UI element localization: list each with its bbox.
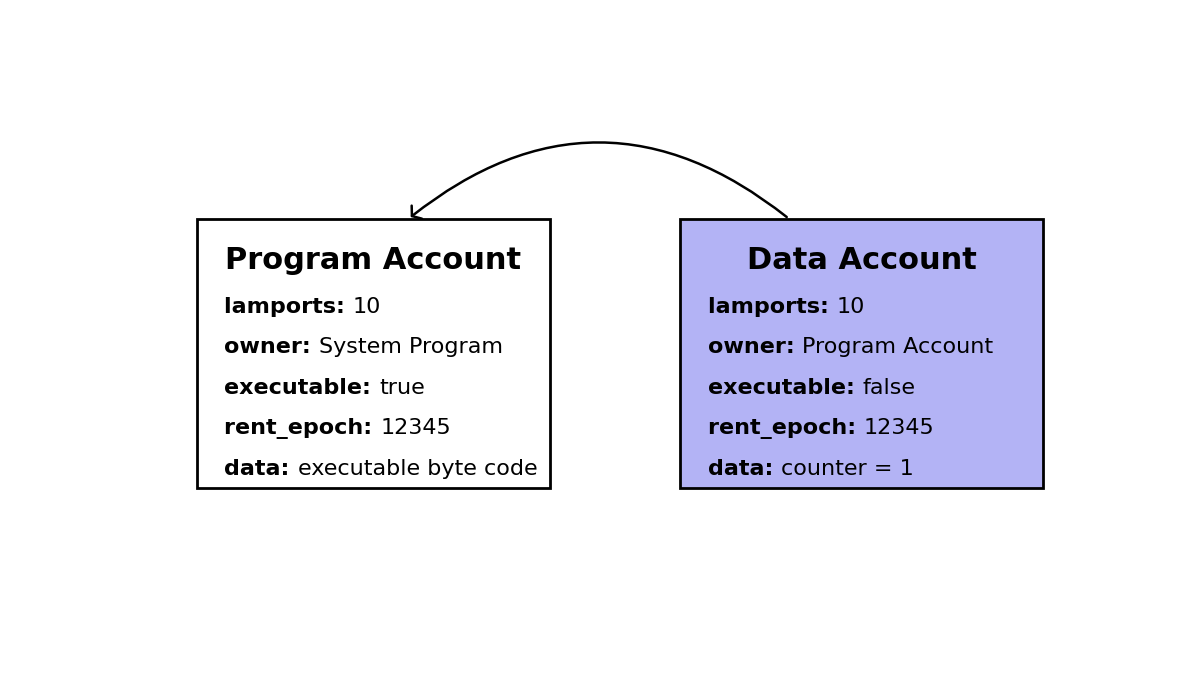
Text: owner:: owner:	[224, 337, 319, 357]
Text: Program Account: Program Account	[226, 246, 521, 274]
Text: counter = 1: counter = 1	[781, 458, 914, 479]
FancyArrowPatch shape	[412, 142, 787, 218]
FancyBboxPatch shape	[197, 218, 550, 489]
Text: Data Account: Data Account	[746, 246, 977, 274]
Text: data:: data:	[708, 458, 781, 479]
Text: Program Account: Program Account	[803, 337, 994, 357]
Text: true: true	[379, 378, 425, 398]
Text: executable:: executable:	[224, 378, 379, 398]
Text: System Program: System Program	[319, 337, 503, 357]
Text: executable:: executable:	[708, 378, 863, 398]
Text: executable byte code: executable byte code	[298, 458, 538, 479]
Text: 10: 10	[836, 297, 865, 317]
Text: owner:: owner:	[708, 337, 803, 357]
Text: 10: 10	[353, 297, 382, 317]
FancyBboxPatch shape	[680, 218, 1043, 489]
Text: lamports:: lamports:	[224, 297, 353, 317]
Text: 12345: 12345	[864, 418, 935, 438]
Text: rent_epoch:: rent_epoch:	[708, 418, 864, 439]
Text: 12345: 12345	[380, 418, 451, 438]
Text: data:: data:	[224, 458, 298, 479]
Text: false: false	[863, 378, 916, 398]
Text: lamports:: lamports:	[708, 297, 836, 317]
Text: rent_epoch:: rent_epoch:	[224, 418, 380, 439]
